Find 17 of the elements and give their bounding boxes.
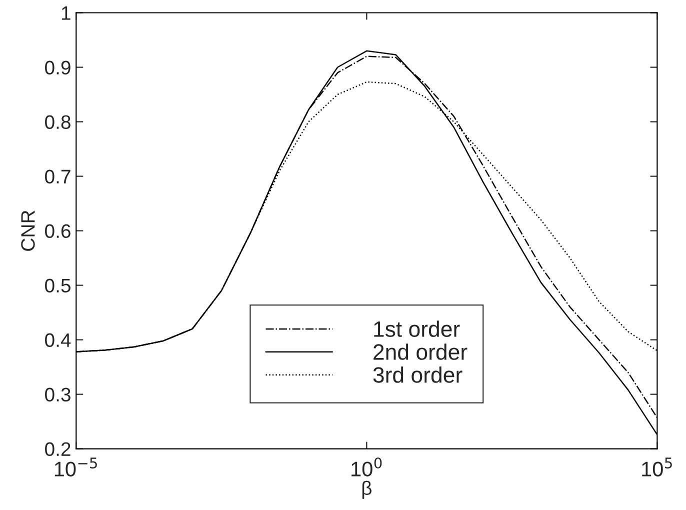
y-tick-label: 0.2 [45, 442, 70, 456]
x-tick-label: 10$^{−5}$ [54, 458, 97, 476]
legend-label: 2nd order [374, 344, 468, 360]
y-tick-label: 0.8 [45, 115, 70, 129]
y-tick-label: 0.6 [45, 224, 70, 238]
y-tick-label: 0.4 [45, 333, 71, 348]
x-tick-label: 10$^{0}$ [352, 457, 382, 476]
legend-label: 1st order [374, 320, 460, 337]
y-tick-label: 1 [62, 6, 70, 20]
x-tick-label: 10$^{5}$ [642, 458, 672, 476]
y-tick-label: 0.5 [45, 278, 70, 293]
y-axis-title: CNR [21, 210, 35, 251]
y-tick-label: 0.3 [45, 388, 70, 402]
y-tick-label: 0.9 [45, 60, 70, 74]
legend-label: 3rd order [373, 366, 462, 383]
x-axis-title: β [362, 480, 372, 499]
y-tick-label: 0.7 [45, 170, 70, 184]
